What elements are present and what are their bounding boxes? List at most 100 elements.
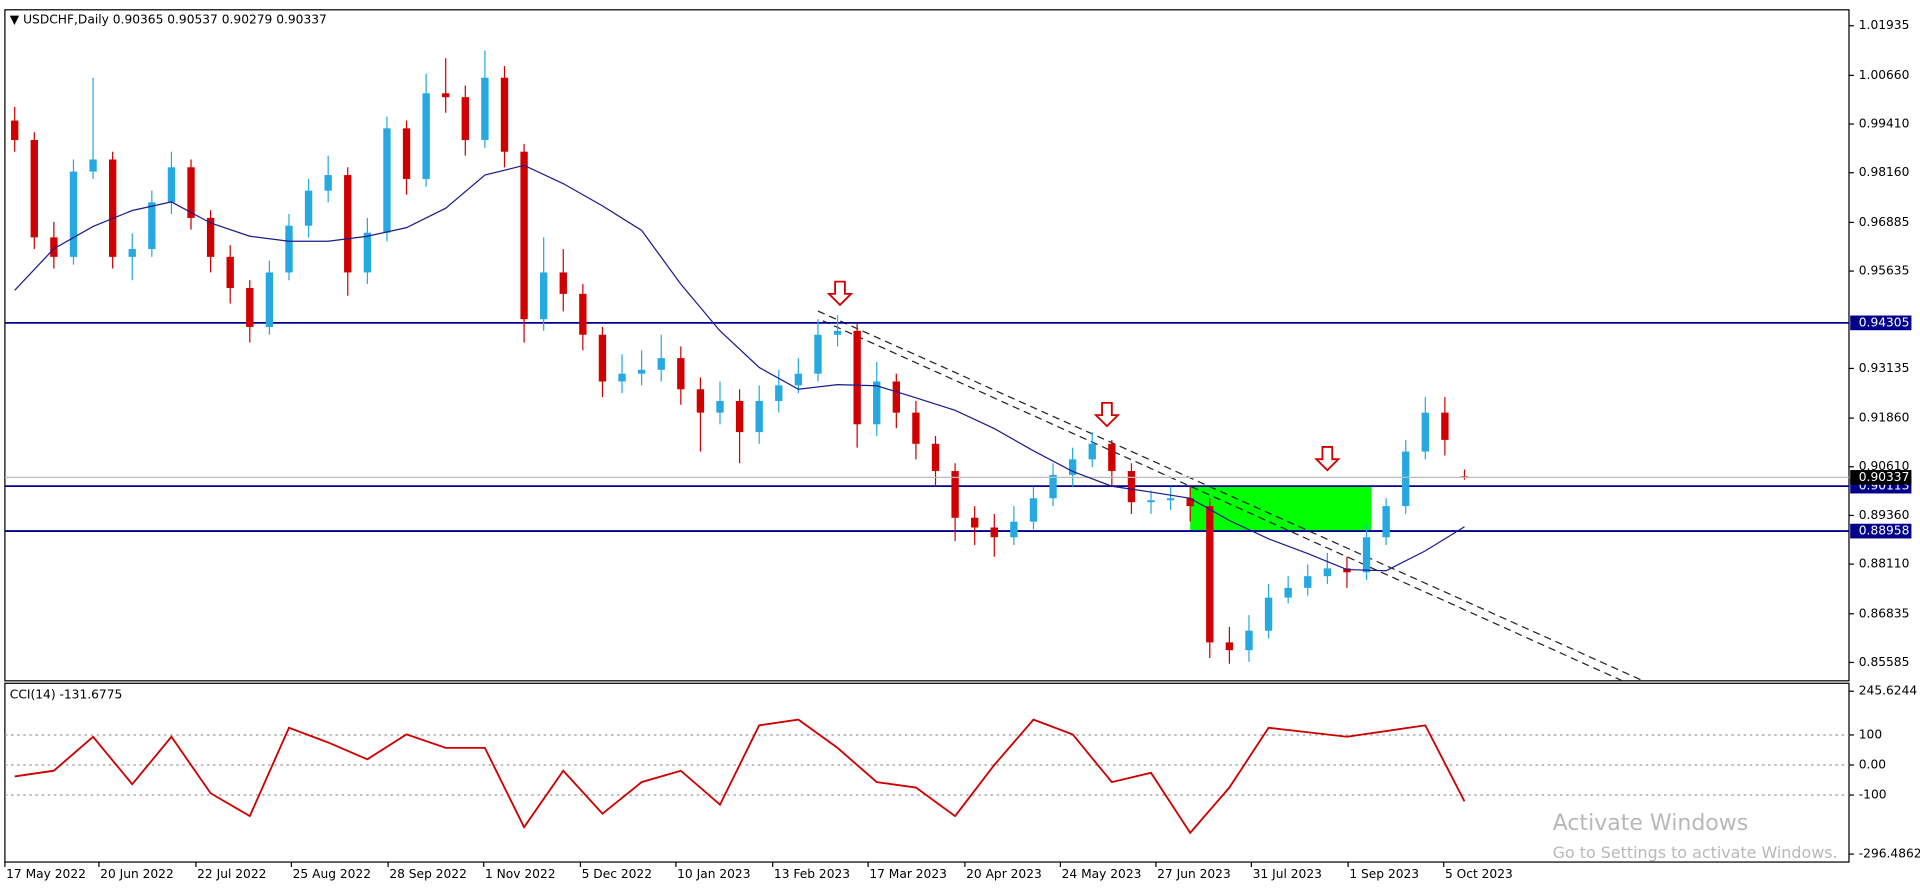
indicator-last: -131.6775 <box>59 687 122 701</box>
candle-body <box>951 471 959 518</box>
candle-body <box>677 358 685 390</box>
y-tick-label: 1.01935 <box>1859 18 1910 32</box>
x-tick-label: 27 Jun 2023 <box>1157 867 1231 881</box>
indicator-tick-label: -296.4862 <box>1859 847 1920 861</box>
candle-body <box>1029 498 1038 522</box>
candle-body <box>618 373 626 382</box>
candle-body <box>206 217 215 257</box>
candle-body <box>89 159 97 172</box>
indicator-line <box>14 718 1466 835</box>
indicator-header: CCI(14) -131.6775 <box>10 687 123 701</box>
watermark-title: Activate Windows <box>1553 811 1749 836</box>
candle-body <box>1186 498 1194 507</box>
open: 0.90365 <box>113 12 164 26</box>
close: 0.90337 <box>276 12 327 26</box>
candle-body <box>1108 443 1116 472</box>
y-tick-label: 0.93135 <box>1859 361 1910 375</box>
candle-body <box>735 400 744 433</box>
low: 0.90279 <box>222 12 273 26</box>
indicator-tick-label: 100 <box>1859 727 1882 741</box>
candle-body <box>1421 412 1429 452</box>
candle-body <box>1225 642 1234 651</box>
candle-body <box>1323 568 1332 577</box>
x-tick-label: 22 Jul 2022 <box>197 867 266 881</box>
candle-body <box>108 159 117 257</box>
candle-body <box>1206 506 1214 643</box>
candle-body <box>324 175 332 191</box>
y-tick-label: 0.86835 <box>1859 606 1910 620</box>
candle-body <box>304 190 313 226</box>
candle-body <box>344 175 352 273</box>
candle-body <box>11 120 19 141</box>
candle-body <box>363 232 372 273</box>
x-tick-label: 10 Jan 2023 <box>677 867 750 881</box>
candle-body <box>442 93 450 98</box>
candle-body <box>226 256 234 289</box>
header: ▼ USDCHF,Daily 0.90365 0.90537 0.90279 0… <box>10 12 327 26</box>
symbol: USDCHF,Daily <box>23 12 109 26</box>
watermark-subtitle: Go to Settings to activate Windows. <box>1553 843 1838 862</box>
candle-body <box>167 167 176 203</box>
candle-body <box>520 151 528 320</box>
candle-body <box>833 330 842 335</box>
candle-body <box>402 128 411 179</box>
candle-body <box>1166 498 1175 501</box>
symbol-arrow: ▼ <box>10 12 23 26</box>
y-tick-label: 0.98160 <box>1859 165 1910 179</box>
candle-body <box>383 128 391 233</box>
candle-body <box>1362 537 1371 573</box>
candle-body <box>1049 474 1057 499</box>
y-tick-label: 0.88110 <box>1859 557 1910 571</box>
high: 0.90537 <box>167 12 218 26</box>
candle-body <box>461 97 469 141</box>
x-tick-label: 13 Feb 2023 <box>774 867 850 881</box>
x-tick-label: 1 Nov 2022 <box>485 867 556 881</box>
candle-body <box>657 358 665 370</box>
x-tick-label: 31 Jul 2023 <box>1253 867 1322 881</box>
y-tick-label: 0.91860 <box>1859 411 1910 425</box>
y-tick-label: 1.00660 <box>1859 68 1910 82</box>
candle-body <box>1068 459 1077 475</box>
candle-body <box>814 334 822 374</box>
candle-body <box>187 167 195 218</box>
candles <box>11 50 1469 664</box>
candle-body <box>1245 630 1253 651</box>
candle-body <box>285 225 293 273</box>
zone-box <box>1190 486 1372 531</box>
arrow-down <box>1093 401 1121 428</box>
indicator-frame <box>4 682 1850 863</box>
candle-body <box>69 171 78 257</box>
candle-body <box>1010 521 1018 538</box>
candle-body <box>246 288 254 327</box>
x-tick-label: 24 May 2023 <box>1062 867 1142 881</box>
candle-body <box>931 443 940 472</box>
candle-body <box>30 140 38 238</box>
candle-body <box>559 272 567 294</box>
x-tick-label: 5 Oct 2023 <box>1445 867 1513 881</box>
candle-body <box>794 373 803 386</box>
candle-body <box>1382 506 1390 538</box>
y-tick-label: 0.89360 <box>1859 508 1910 522</box>
x-tick-label: 17 May 2022 <box>6 867 86 881</box>
candle-body <box>1284 587 1292 598</box>
candle-body <box>50 237 58 257</box>
arrow-down <box>1314 446 1341 472</box>
y-tick-label: 0.95635 <box>1859 264 1910 278</box>
candle-body <box>1127 471 1136 503</box>
candle-body <box>1264 597 1273 631</box>
price-tag <box>1850 470 1912 485</box>
candle-body <box>892 381 900 413</box>
candle-body <box>148 202 156 250</box>
indicator-tick-label: -100 <box>1859 788 1887 802</box>
level-label: 0.94305 <box>1859 315 1910 329</box>
candle-body <box>1441 412 1449 440</box>
candle-body <box>500 77 509 152</box>
y-tick-label: 0.85585 <box>1859 655 1910 669</box>
x-tick-label: 20 Jun 2022 <box>100 867 174 881</box>
y-tick-label: 0.96885 <box>1859 215 1910 229</box>
candle-body <box>912 412 920 444</box>
candle-body <box>1402 451 1410 507</box>
indicator-tick-label: 0.00 <box>1859 758 1886 772</box>
